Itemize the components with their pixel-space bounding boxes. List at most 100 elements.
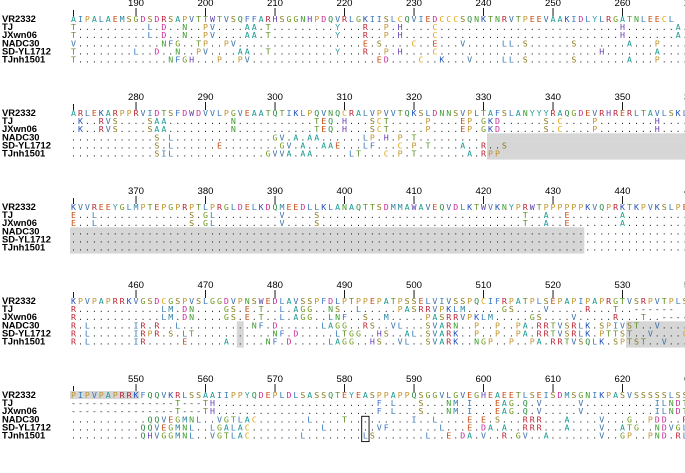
residue: N — [168, 55, 173, 65]
residue: N — [252, 320, 257, 330]
residue: . — [467, 22, 472, 32]
alignment-row: TJnh1501................................… — [2, 242, 685, 253]
residue: . — [425, 132, 430, 142]
residue: . — [405, 320, 410, 330]
residue: . — [592, 328, 597, 338]
residue: . — [78, 22, 83, 32]
residue: . — [113, 320, 118, 330]
residue: . — [85, 38, 90, 48]
residue: . — [377, 431, 382, 441]
residue: . — [321, 328, 326, 338]
residue: . — [446, 414, 451, 424]
residue: Q — [273, 202, 278, 212]
residue: . — [551, 431, 556, 441]
residue: V — [398, 337, 403, 347]
residue: . — [154, 226, 159, 236]
residue: A — [71, 108, 76, 118]
residue: . — [641, 234, 646, 244]
residue: . — [106, 312, 111, 322]
residue: . — [412, 320, 417, 330]
residue: P — [606, 202, 611, 212]
residue: . — [147, 226, 152, 236]
residue: . — [488, 328, 493, 338]
residue: . — [293, 38, 298, 48]
tick-label: 320 — [406, 92, 422, 103]
residue: . — [106, 30, 111, 40]
residue: R — [446, 312, 451, 322]
residue: . — [537, 124, 542, 134]
residue: . — [530, 304, 535, 314]
residue: . — [307, 226, 312, 236]
residue: . — [356, 406, 361, 416]
residue: . — [592, 406, 597, 416]
residue: S — [412, 296, 417, 306]
residue: . — [85, 149, 90, 159]
residue: - — [669, 304, 674, 314]
residue: . — [377, 414, 382, 424]
residue: . — [516, 398, 521, 408]
residue: . — [106, 304, 111, 314]
residue: . — [328, 149, 333, 159]
residue: . — [196, 312, 201, 322]
residue: . — [224, 406, 229, 416]
residue: . — [592, 312, 597, 322]
residue: V — [578, 406, 583, 416]
residue: . — [370, 312, 375, 322]
gap-region — [70, 227, 585, 236]
residue: . — [252, 337, 257, 347]
residue: . — [85, 312, 90, 322]
residue: V — [280, 218, 285, 228]
residue: . — [669, 22, 674, 32]
residue: V — [648, 328, 653, 338]
residue: . — [280, 226, 285, 236]
residue: . — [544, 406, 549, 416]
residue: N — [474, 337, 479, 347]
residue: . — [655, 312, 660, 322]
residue: . — [307, 38, 312, 48]
residue: . — [627, 30, 632, 40]
residue: . — [578, 46, 583, 56]
residue: P — [509, 296, 514, 306]
residue: . — [293, 46, 298, 56]
residue: . — [210, 414, 215, 424]
residue: . — [92, 30, 97, 40]
residue: . — [384, 304, 389, 314]
tick-label: 370 — [128, 186, 144, 197]
residue: T — [613, 304, 618, 314]
residue: . — [627, 226, 632, 236]
residue: . — [120, 328, 125, 338]
residue: D — [481, 422, 486, 432]
residue: . — [398, 234, 403, 244]
residue: . — [439, 116, 444, 126]
residue: . — [662, 124, 667, 134]
residue: . — [147, 38, 152, 48]
residue: . — [154, 337, 159, 347]
residue: F — [175, 55, 180, 65]
residue: . — [196, 55, 201, 65]
residue: . — [432, 140, 437, 150]
residue: T — [564, 337, 569, 347]
residue: R — [551, 108, 556, 118]
residue: . — [384, 140, 389, 150]
residue: . — [544, 30, 549, 40]
tick-label: 580 — [337, 374, 353, 385]
residue: . — [175, 22, 180, 32]
residue: . — [141, 243, 146, 253]
residue: . — [286, 304, 291, 314]
residue: . — [662, 320, 667, 330]
residue: S — [412, 304, 417, 314]
residue: S — [495, 414, 500, 424]
residue: K — [585, 328, 590, 338]
residue: . — [252, 210, 257, 220]
residue: . — [210, 140, 215, 150]
residue: S — [502, 108, 507, 118]
residue: . — [321, 46, 326, 56]
residue: . — [161, 140, 166, 150]
residue: . — [370, 55, 375, 65]
residue: . — [293, 422, 298, 432]
residue: F — [384, 422, 389, 432]
residue: . — [189, 320, 194, 330]
sequence-name: NADC30 — [2, 319, 40, 330]
